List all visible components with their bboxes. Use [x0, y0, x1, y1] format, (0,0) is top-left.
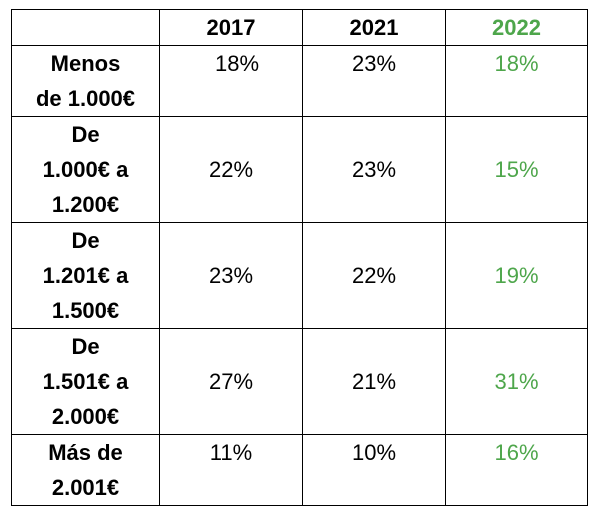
value-2017: 23% [159, 222, 303, 329]
value-2017: 11% [159, 434, 303, 506]
table-row: De 1.000€ a 1.200€ 22% 23% 15% [11, 116, 588, 223]
value-2022: 31% [445, 328, 588, 435]
table-row: Más de 2.001€ 11% 10% 16% [11, 434, 588, 506]
value-2022: 15% [445, 116, 588, 223]
header-empty-cell [11, 9, 160, 46]
value-2021: 21% [302, 328, 446, 435]
value-2022: 19% [445, 222, 588, 329]
value-2022: 18% [445, 45, 588, 117]
table-row: Menos de 1.000€ 18% 23% 18% [11, 45, 588, 117]
value-2021: 23% [302, 116, 446, 223]
row-label: De 1.000€ a 1.200€ [11, 116, 160, 223]
table-row: De 1.201€ a 1.500€ 23% 22% 19% [11, 222, 588, 329]
value-2017: 22% [159, 116, 303, 223]
table-row: De 1.501€ a 2.000€ 27% 21% 31% [11, 328, 588, 435]
value-2021: 23% [302, 45, 446, 117]
row-label: Más de 2.001€ [11, 434, 160, 506]
value-2021: 22% [302, 222, 446, 329]
value-2022: 16% [445, 434, 588, 506]
row-label: De 1.201€ a 1.500€ [11, 222, 160, 329]
value-2021: 10% [302, 434, 446, 506]
row-label: De 1.501€ a 2.000€ [11, 328, 160, 435]
income-percentage-table: 2017 2021 2022 Menos de 1.000€ 18% 23% 1… [11, 9, 588, 506]
header-2022: 2022 [445, 9, 588, 46]
value-2017: 27% [159, 328, 303, 435]
header-2017: 2017 [159, 9, 303, 46]
table-header-row: 2017 2021 2022 [11, 9, 588, 46]
header-2021: 2021 [302, 9, 446, 46]
row-label: Menos de 1.000€ [11, 45, 160, 117]
value-2017: 18% [159, 45, 303, 117]
